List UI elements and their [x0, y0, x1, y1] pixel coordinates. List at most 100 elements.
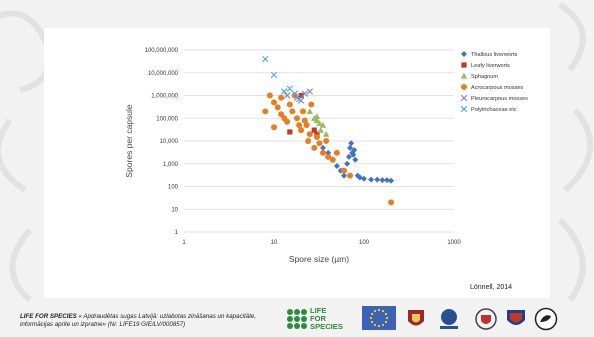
data-point-acrocarpous: [313, 133, 320, 140]
data-point-thallous: [350, 151, 357, 158]
data-point-thallous: [344, 160, 351, 167]
data-point-sphagnum: [306, 108, 314, 115]
data-point-acrocarpous: [306, 131, 313, 138]
data-point-thallous: [361, 175, 367, 182]
data-point-thallous: [351, 147, 358, 154]
data-point-thallous: [352, 156, 359, 163]
data-point-sphagnum: [322, 130, 330, 137]
data-point-polytrichaceae: [295, 95, 303, 103]
project-footer: LIFE FOR SPECIES « Apdraudētas sugas Lat…: [20, 313, 290, 329]
data-point-acrocarpous: [316, 140, 323, 147]
data-point-pleurocarpous: [283, 92, 291, 99]
data-point-acrocarpous: [341, 167, 348, 174]
coat-of-arms-icon: [404, 307, 428, 331]
data-point-acrocarpous: [284, 118, 291, 125]
legend-label-leafy: Leafy liverworts: [471, 63, 510, 69]
university-crest-icon: [474, 307, 498, 331]
y-axis-label: Spores per capsule: [124, 104, 134, 178]
legend-label-acrocarpous: Acrocarpous mosses: [471, 85, 523, 91]
data-point-thallous: [348, 140, 355, 147]
data-point-pleurocarpous: [306, 88, 314, 95]
x-tick-label: 1: [182, 240, 186, 246]
legend-label-thallous: Thallous liverworts: [471, 52, 518, 58]
x-axis-label: Spore size (µm): [289, 254, 349, 264]
data-point-acrocarpous: [303, 122, 310, 129]
y-tick-label: 10: [171, 207, 178, 213]
data-point-pleurocarpous: [301, 90, 309, 97]
data-point-thallous: [347, 144, 354, 151]
data-point-thallous: [379, 177, 386, 184]
project-description: « Apdraudētas sugas Latvijā: uzlabotas z…: [20, 313, 257, 328]
y-tick-label: 1,000,000: [151, 94, 178, 100]
legend-label-pleurocarpous: Pleurocarpous mosses: [471, 96, 528, 102]
source-credit: Lönnell, 2014: [470, 284, 513, 291]
life-logo-line3: SPECIES: [310, 322, 343, 331]
data-point-acrocarpous: [278, 94, 285, 101]
data-point-acrocarpous: [311, 144, 318, 151]
legend-marker-sphagnum: [460, 72, 468, 79]
legend-marker-acrocarpous: [461, 84, 467, 90]
legend-marker-polytrichaceae: [460, 105, 468, 113]
x-tick-label: 10: [271, 240, 278, 246]
legend-marker-thallous: [461, 51, 467, 57]
life-dots-icon: [287, 309, 307, 329]
data-point-acrocarpous: [286, 101, 293, 108]
data-point-acrocarpous: [271, 124, 277, 131]
y-tick-label: 1,000: [163, 162, 179, 168]
life-for-species-logo: LIFE FOR SPECIES: [286, 306, 356, 332]
data-point-sphagnum: [313, 113, 321, 120]
data-point-polytrichaceae: [291, 90, 298, 97]
data-point-acrocarpous: [329, 156, 336, 163]
chart-panel: 1 10 100 1,000 10,000 100,000 1,000,000 10,000,…: [44, 28, 550, 298]
data-point-polytrichaceae: [286, 85, 294, 92]
nature-agency-logo: [534, 307, 558, 331]
life-logo-line2: FOR: [310, 314, 327, 323]
legend-label-polytrichaceae: Polytrichaceae etc: [471, 107, 517, 113]
x-tick-label: 100: [359, 240, 370, 246]
eu-flag-icon: [362, 306, 396, 330]
x-tick-label: 1000: [447, 240, 461, 246]
data-point-acrocarpous: [325, 153, 332, 160]
data-point-acrocarpous: [274, 104, 281, 111]
legend-marker-leafy: [461, 62, 467, 68]
data-point-acrocarpous: [305, 138, 312, 144]
data-point-acrocarpous: [301, 117, 308, 124]
data-point-acrocarpous: [308, 101, 315, 108]
data-point-acrocarpous: [323, 138, 330, 144]
latvijas-universitate-logo: [436, 307, 462, 331]
data-point-thallous: [374, 176, 381, 183]
y-tick-label: 100,000: [156, 116, 178, 122]
y-tick-label: 10,000,000: [148, 71, 179, 77]
data-point-polytrichaceae: [281, 88, 288, 95]
data-point-acrocarpous: [298, 127, 305, 134]
data-point-acrocarpous: [388, 199, 395, 206]
data-point-leafy: [311, 127, 317, 133]
data-point-acrocarpous: [333, 149, 340, 156]
data-point-thallous: [383, 177, 390, 184]
data-point-acrocarpous: [262, 108, 269, 115]
y-tick-label: 1: [175, 230, 179, 236]
data-point-acrocarpous: [293, 115, 300, 122]
data-point-sphagnum: [316, 120, 323, 126]
y-tick-label: 10,000: [160, 139, 179, 145]
scatter-chart: 1 10 100 1,000 10,000 100,000 1,000,000 10,000,…: [124, 48, 528, 264]
data-point-thallous: [368, 176, 375, 183]
project-brand: LIFE FOR SPECIES: [20, 313, 77, 320]
data-point-acrocarpous: [347, 172, 354, 179]
data-point-sphagnum: [319, 121, 327, 128]
data-point-thallous: [345, 153, 352, 160]
data-point-leafy: [287, 129, 293, 135]
legend-marker-pleurocarpous: [460, 94, 468, 102]
data-point-thallous: [319, 144, 326, 151]
life-logo-text: LIFE FOR SPECIES: [310, 307, 343, 331]
data-point-thallous: [333, 162, 340, 169]
life-logo-line1: LIFE: [310, 306, 327, 315]
y-tick-label: 100: [168, 185, 179, 191]
data-point-acrocarpous: [289, 108, 296, 115]
data-point-acrocarpous: [299, 108, 306, 115]
data-point-thallous: [388, 177, 395, 184]
data-point-sphagnum: [317, 126, 324, 133]
data-point-acrocarpous: [296, 122, 303, 129]
